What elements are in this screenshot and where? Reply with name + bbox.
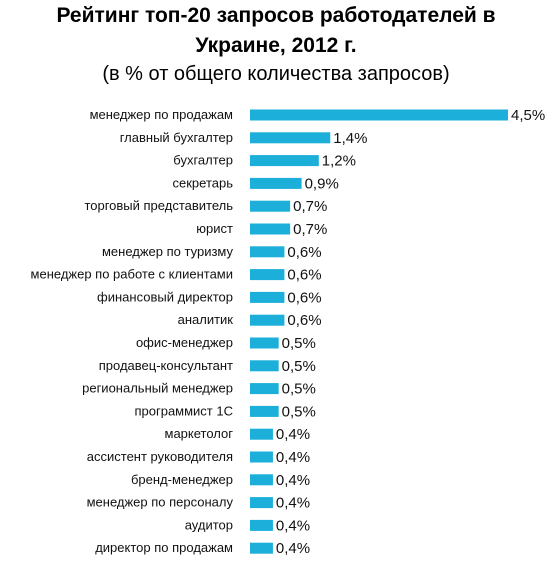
bar	[250, 383, 279, 395]
bar	[250, 405, 279, 417]
category-label: менеджер по продажам	[90, 107, 233, 122]
category-label: менеджер по работе с клиентами	[31, 267, 233, 282]
value-label: 0,5%	[282, 403, 316, 420]
bar	[250, 337, 279, 349]
value-label: 0,6%	[287, 289, 321, 306]
category-label: продавец-консультант	[99, 358, 233, 373]
value-label: 0,5%	[282, 381, 316, 398]
category-label: бухгалтер	[173, 153, 233, 168]
bar	[250, 246, 285, 258]
category-label: финансовый директор	[97, 289, 233, 304]
category-label: бренд-менеджер	[131, 472, 233, 487]
value-label: 0,4%	[276, 449, 310, 466]
category-label: торговый представитель	[84, 198, 233, 213]
value-label: 0,6%	[287, 244, 321, 261]
value-label: 0,5%	[282, 358, 316, 375]
bar	[250, 519, 273, 531]
category-label: менеджер по персоналу	[87, 495, 234, 510]
value-label: 1,4%	[333, 130, 367, 147]
bar	[250, 291, 285, 303]
category-label: ассистент руководителя	[87, 449, 233, 464]
category-label: региональный менеджер	[82, 381, 233, 396]
value-label: 0,7%	[293, 198, 327, 215]
value-label: 4,5%	[511, 107, 545, 124]
value-label: 0,4%	[276, 495, 310, 512]
value-label: 0,7%	[293, 221, 327, 238]
bar	[250, 132, 331, 144]
category-label: директор по продажам	[95, 540, 233, 555]
value-label: 0,4%	[276, 517, 310, 534]
value-label: 0,4%	[276, 472, 310, 489]
category-label: секретарь	[173, 175, 234, 190]
category-label: юрист	[196, 221, 233, 236]
category-label: аналитик	[178, 312, 234, 327]
chart-title-line-2: Украине, 2012 г.	[195, 34, 357, 57]
bar	[250, 542, 273, 554]
value-label: 0,4%	[276, 426, 310, 443]
value-label: 1,2%	[322, 153, 356, 170]
value-label: 0,5%	[282, 335, 316, 352]
category-label: офис-менеджер	[136, 335, 233, 350]
bar	[250, 223, 291, 235]
bar	[250, 451, 273, 463]
bar	[250, 474, 273, 486]
bar	[250, 314, 285, 326]
chart-subtitle: (в % от общего количества запросов)	[102, 63, 450, 85]
bar	[250, 428, 273, 440]
bar	[250, 269, 285, 281]
category-label: аудитор	[185, 517, 233, 532]
bar	[250, 200, 291, 212]
category-label: программист 1С	[134, 403, 233, 418]
category-label: главный бухгалтер	[120, 130, 233, 145]
bar	[250, 177, 302, 189]
category-label: маркетолог	[165, 426, 234, 441]
value-label: 0,6%	[287, 312, 321, 329]
value-label: 0,4%	[276, 540, 310, 557]
value-label: 0,6%	[287, 267, 321, 284]
chart-title-line-1: Рейтинг топ-20 запросов работодателей в	[56, 4, 496, 27]
bar	[250, 109, 508, 121]
bar	[250, 497, 273, 509]
bar	[250, 360, 279, 372]
category-label: менеджер по туризму	[102, 244, 234, 259]
bar	[250, 155, 319, 167]
value-label: 0,9%	[305, 175, 339, 192]
